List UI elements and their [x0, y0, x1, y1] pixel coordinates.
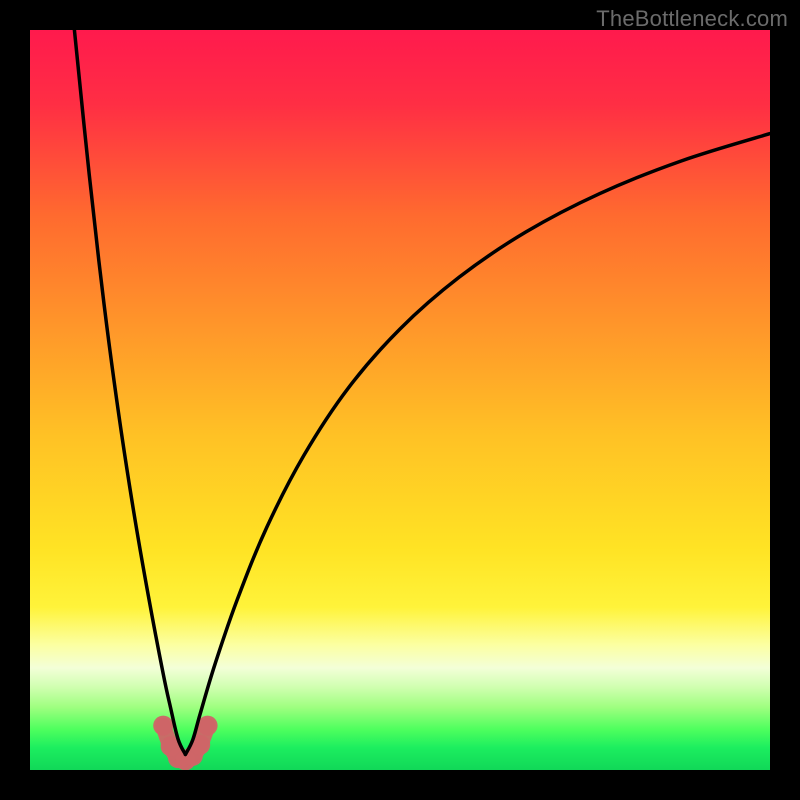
- plot-outer-frame: [30, 30, 770, 770]
- plot-inner: [30, 30, 770, 770]
- curve-right: [185, 134, 770, 755]
- blob-markers: [153, 716, 217, 770]
- blob-marker: [153, 716, 173, 736]
- curve-left: [74, 30, 185, 754]
- watermark-text: TheBottleneck.com: [596, 6, 788, 32]
- curve-layer: [30, 30, 770, 770]
- chart-stage: TheBottleneck.com: [0, 0, 800, 800]
